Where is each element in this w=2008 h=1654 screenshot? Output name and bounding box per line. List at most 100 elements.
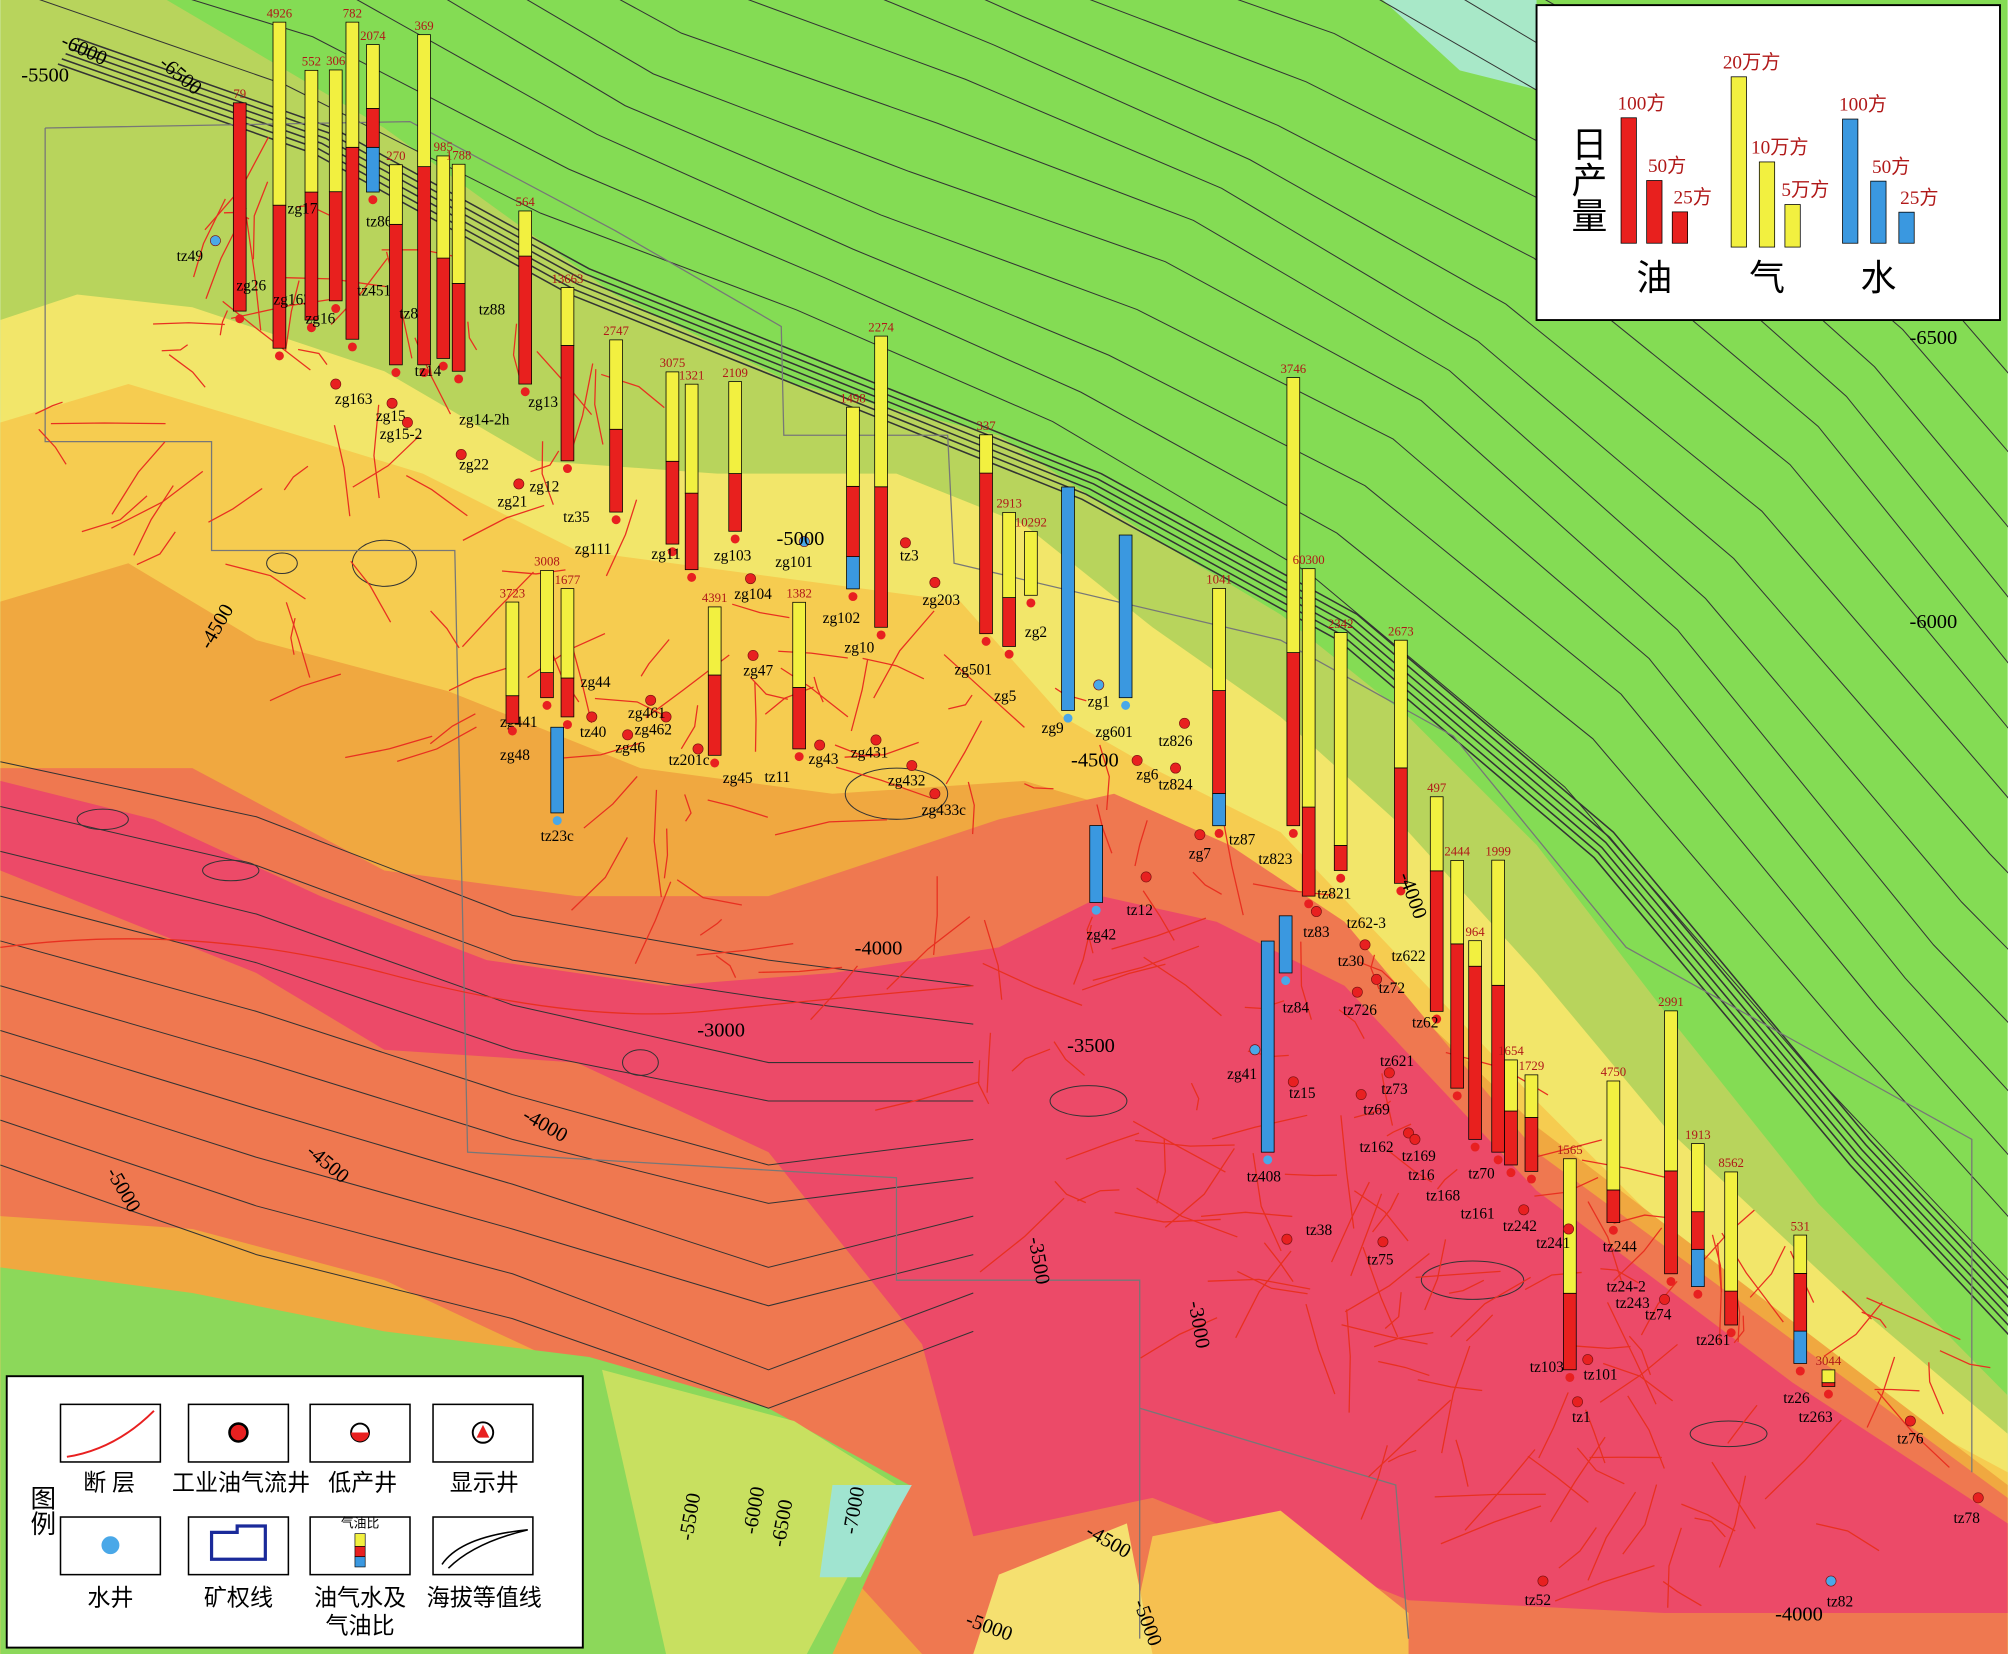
well-name: tz101 <box>1584 1367 1618 1384</box>
fault <box>1465 1314 1494 1342</box>
gas-bar <box>1333 632 1348 846</box>
legend-bar-label: 20万方 <box>1723 51 1781 73</box>
well-name: tz52 <box>1525 1592 1551 1609</box>
well-name: zg47 <box>743 663 773 680</box>
well-name: zg44 <box>581 674 611 691</box>
gor-icon <box>354 1546 366 1558</box>
well-name: zg461 <box>628 705 666 722</box>
contour-line <box>0 940 974 1166</box>
zone <box>973 1523 1153 1654</box>
fault <box>1263 1242 1294 1283</box>
legend-item: 显示井 <box>450 1469 519 1495</box>
contour-line <box>0 1074 974 1307</box>
oil-bar <box>560 677 575 718</box>
fault <box>810 965 858 1021</box>
gor-label: 3075 <box>660 356 686 370</box>
fault <box>1220 810 1244 916</box>
fault <box>1939 1350 1991 1369</box>
well-dot <box>401 417 413 428</box>
legend-cell <box>59 1403 162 1463</box>
fault <box>1156 1138 1166 1204</box>
fault <box>1353 1190 1409 1242</box>
gor-label: 1041 <box>1206 573 1232 587</box>
fault <box>1192 871 1222 895</box>
fault <box>707 799 769 818</box>
fault <box>1538 1392 1569 1459</box>
well-dot <box>1972 1492 1984 1504</box>
fault <box>333 425 351 517</box>
gas-bar <box>345 21 360 148</box>
well-name: zg163 <box>335 391 373 408</box>
well-dot <box>1170 762 1181 774</box>
well-dot <box>513 478 525 490</box>
oil-bar <box>1664 1170 1678 1275</box>
well-dot <box>347 342 357 352</box>
zone <box>819 1485 912 1578</box>
contour-line <box>191 0 2008 1218</box>
contour-closed <box>1689 1420 1768 1448</box>
contour-label: -5000 <box>777 528 825 550</box>
water-bar <box>1089 825 1103 903</box>
contour-label: -3000 <box>697 1020 745 1042</box>
well-name: tz3 <box>900 547 919 564</box>
fault <box>1143 956 1222 1017</box>
contour-closed <box>1049 1085 1128 1117</box>
well-name: tz622 <box>1391 948 1425 965</box>
fault <box>1417 1379 1483 1392</box>
well-dot <box>1493 1155 1503 1165</box>
well-name: zg433c <box>922 802 967 819</box>
well-dot <box>1351 986 1363 998</box>
gor-label: 306 <box>326 54 346 68</box>
gor-label: 3008 <box>534 555 560 569</box>
oil-bar <box>1429 870 1444 1012</box>
contours <box>0 0 2008 1448</box>
fault <box>1384 1292 1402 1329</box>
gas-bar <box>1724 1171 1738 1292</box>
legend-bar <box>1870 180 1887 244</box>
fault <box>1373 1331 1434 1348</box>
gas-bar <box>417 34 431 168</box>
gor-label: 2991 <box>1658 995 1684 1009</box>
legend-cell <box>432 1403 534 1463</box>
fault <box>1576 1447 1625 1485</box>
well-name: tz242 <box>1503 1218 1537 1235</box>
legend-label: 水 <box>1860 258 1896 298</box>
well-dot <box>330 378 342 390</box>
fault <box>778 650 848 659</box>
well-dot <box>235 314 245 324</box>
fault <box>1866 1356 1896 1428</box>
fault <box>50 422 166 425</box>
gor-label: 337 <box>976 419 996 433</box>
gas-bar <box>1024 531 1038 596</box>
gor-label: 1999 <box>1485 844 1511 858</box>
well-name: zg12 <box>529 478 559 495</box>
gas-bar <box>1491 859 1505 986</box>
well-dot <box>209 235 221 247</box>
well-name: tz69 <box>1363 1102 1390 1119</box>
fault <box>1350 1193 1383 1277</box>
legend-bar <box>1730 76 1747 248</box>
well-dot <box>1091 905 1101 915</box>
fault <box>153 322 225 326</box>
well-name: zg48 <box>500 747 530 764</box>
gas-bar <box>792 601 806 688</box>
well-name: zg42 <box>1086 926 1116 943</box>
well-name: tz1 <box>1572 1409 1591 1426</box>
fault <box>1207 1278 1311 1290</box>
low-well-icon <box>351 1432 370 1442</box>
gor-label: 2109 <box>722 366 748 380</box>
well-dot <box>1288 828 1298 838</box>
gas-bar <box>1468 940 1482 967</box>
well-dot <box>848 592 858 602</box>
well-dot <box>1563 1223 1575 1235</box>
oil-bar <box>609 428 623 513</box>
fault <box>1711 1461 1756 1529</box>
fault <box>1387 1449 1417 1463</box>
water-bar <box>1278 915 1293 974</box>
fault <box>835 766 933 799</box>
gas-bar <box>328 69 343 193</box>
contour-line <box>0 895 974 1102</box>
gas-bar <box>684 383 699 494</box>
fault <box>1359 961 1396 985</box>
fault <box>1099 744 1110 811</box>
